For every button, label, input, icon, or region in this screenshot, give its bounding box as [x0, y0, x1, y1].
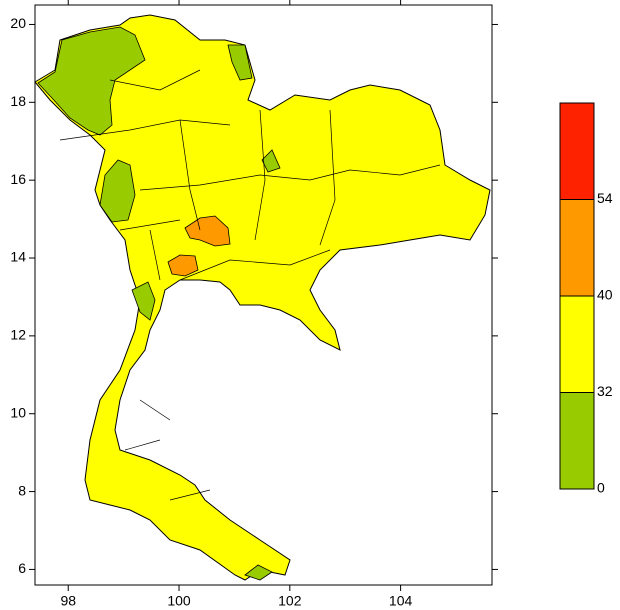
y-tick-label: 14 [10, 249, 26, 265]
legend-swatch [559, 102, 595, 200]
legend-label: 32 [597, 383, 613, 399]
legend-label: 0 [597, 480, 605, 496]
low-zone [131, 281, 156, 321]
legend-swatch [559, 295, 595, 393]
legend-swatch [559, 392, 595, 490]
region-borders [59, 69, 441, 501]
y-tick-label: 16 [10, 171, 26, 187]
low-zone [99, 159, 136, 223]
map-shapes [34, 14, 491, 581]
y-tick-label: 20 [10, 15, 26, 31]
x-tick-label: 104 [389, 593, 413, 609]
y-tick-label: 12 [10, 327, 26, 343]
y-tick-label: 10 [10, 404, 26, 420]
legend-label: 54 [597, 190, 613, 206]
y-tick-label: 8 [18, 482, 26, 498]
legend-label: 40 [597, 287, 613, 303]
high-zone [167, 254, 199, 277]
low-zone [261, 149, 281, 173]
low-zone [244, 564, 273, 581]
x-tick-label: 100 [167, 593, 191, 609]
low-zone [37, 26, 146, 136]
y-tick-label: 18 [10, 93, 26, 109]
y-tick-label: 6 [18, 560, 26, 576]
high-zone [184, 215, 231, 247]
x-tick-label: 102 [278, 593, 302, 609]
plot-frame [34, 4, 493, 586]
x-tick-label: 98 [60, 593, 76, 609]
legend-swatch [559, 199, 595, 297]
low-zone [227, 44, 253, 81]
country-area [34, 14, 491, 581]
